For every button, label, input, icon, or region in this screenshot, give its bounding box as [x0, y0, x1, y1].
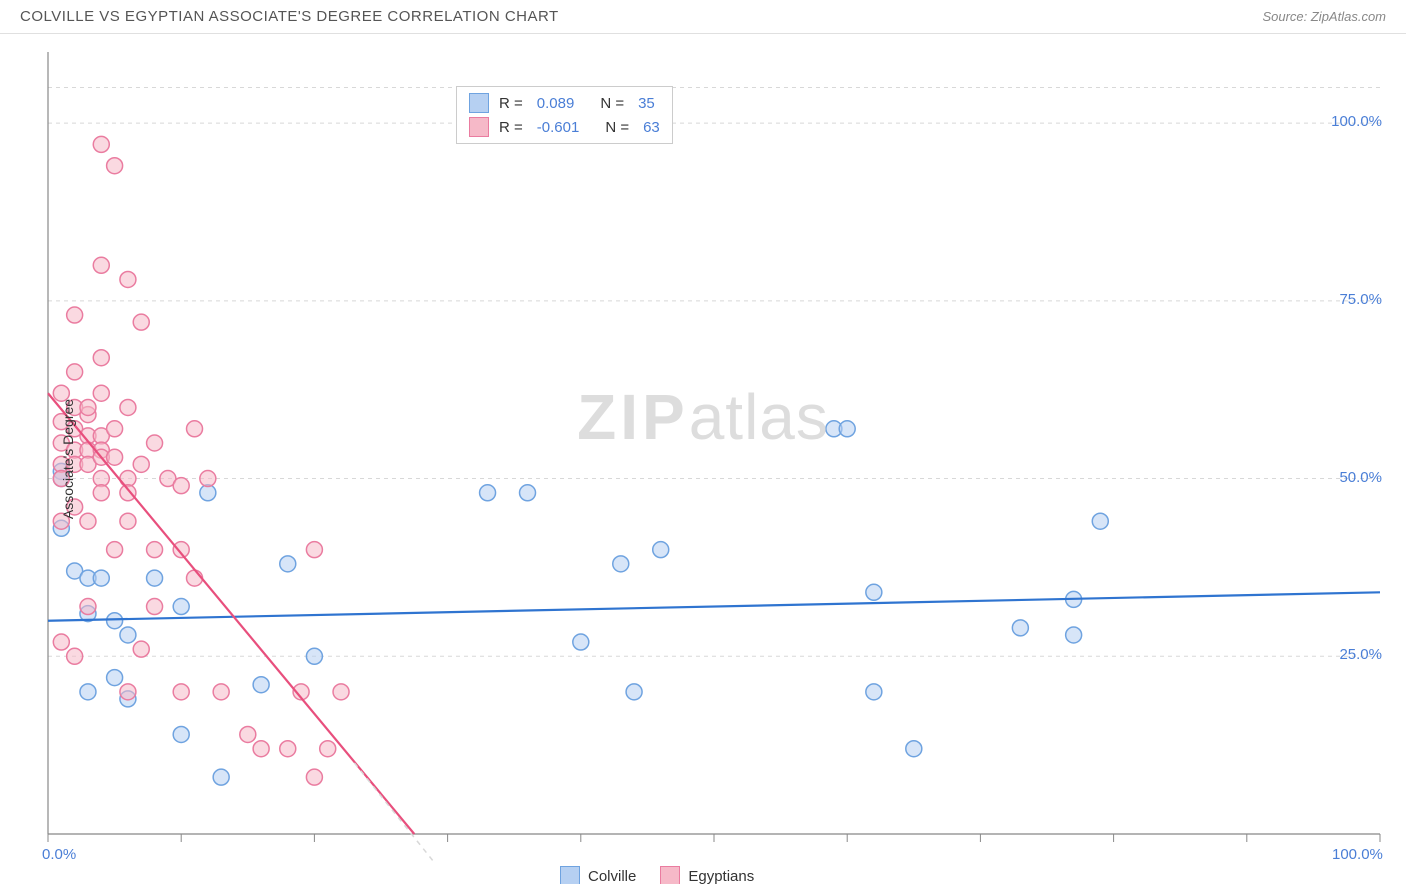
- x-tick-label: 0.0%: [42, 846, 76, 863]
- chart-container: Associate's Degree ZIPatlas R =0.089N =3…: [0, 34, 1406, 884]
- series-legend: Colville Egyptians: [560, 866, 754, 884]
- legend-n-label: N =: [600, 95, 624, 112]
- legend-swatch: [469, 93, 489, 113]
- y-axis-label: Associate's Degree: [60, 399, 76, 519]
- series-legend-label: Egyptians: [688, 868, 754, 885]
- series-legend-item: Colville: [560, 866, 636, 884]
- legend-r-label: R =: [499, 119, 523, 136]
- legend-r-value: 0.089: [537, 95, 575, 112]
- legend-swatch: [560, 866, 580, 884]
- legend-r-value: -0.601: [537, 119, 580, 136]
- chart-header: COLVILLE VS EGYPTIAN ASSOCIATE'S DEGREE …: [0, 0, 1406, 34]
- scatter-plot-svg: [0, 34, 1406, 884]
- correlation-legend-box: R = 0.089 N = 35 R = -0.601 N = 63: [456, 86, 673, 144]
- legend-row: R = 0.089 N = 35: [469, 93, 660, 113]
- legend-row: R = -0.601 N = 63: [469, 117, 660, 137]
- y-tick-label: 50.0%: [1339, 469, 1382, 486]
- series-legend-item: Egyptians: [660, 866, 754, 884]
- legend-r-label: R =: [499, 95, 523, 112]
- legend-swatch: [660, 866, 680, 884]
- x-tick-label: 100.0%: [1332, 846, 1383, 863]
- legend-n-value: 63: [643, 119, 660, 136]
- legend-n-label: N =: [605, 119, 629, 136]
- chart-source: Source: ZipAtlas.com: [1262, 9, 1386, 24]
- chart-title: COLVILLE VS EGYPTIAN ASSOCIATE'S DEGREE …: [20, 8, 559, 25]
- legend-n-value: 35: [638, 95, 655, 112]
- series-legend-label: Colville: [588, 868, 636, 885]
- y-tick-label: 25.0%: [1339, 646, 1382, 663]
- y-tick-label: 75.0%: [1339, 291, 1382, 308]
- legend-swatch: [469, 117, 489, 137]
- y-tick-label: 100.0%: [1331, 113, 1382, 130]
